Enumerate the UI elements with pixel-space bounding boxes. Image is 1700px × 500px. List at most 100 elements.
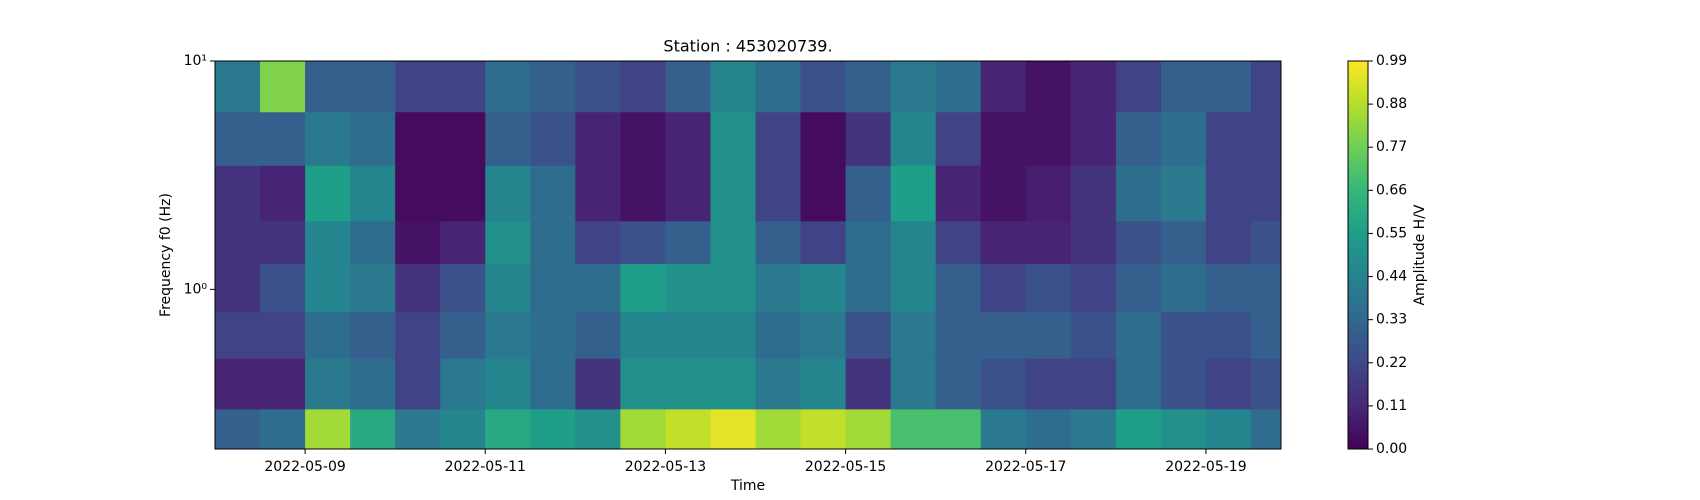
heatmap-cell xyxy=(935,408,982,449)
heatmap-cell xyxy=(755,263,802,313)
heatmap-cell xyxy=(845,220,892,264)
heatmap-cell xyxy=(935,61,982,113)
heatmap-cell xyxy=(890,165,937,222)
heatmap-cell xyxy=(935,311,982,359)
heatmap-cell xyxy=(800,358,847,410)
heatmap-cell xyxy=(935,358,982,410)
heatmap-cell xyxy=(485,220,531,264)
y-tick-label: 10¹ xyxy=(184,53,207,69)
heatmap-cell xyxy=(980,358,1027,410)
heatmap-cell xyxy=(1070,61,1117,113)
heatmap-cell xyxy=(350,311,396,359)
colorbar-tick-label: 0.66 xyxy=(1376,182,1407,198)
heatmap-cell xyxy=(1070,165,1117,222)
heatmap-cell xyxy=(710,220,757,264)
heatmap-cell xyxy=(980,263,1027,313)
heatmap-cell xyxy=(1160,263,1207,313)
heatmap-cell xyxy=(1115,165,1162,222)
heatmap xyxy=(215,61,1281,449)
y-tick-label: 10⁰ xyxy=(184,281,208,297)
heatmap-cell xyxy=(260,61,306,113)
x-tick-label: 2022-05-13 xyxy=(625,459,706,475)
heatmap-cell xyxy=(1070,358,1117,410)
heatmap-cell xyxy=(1115,311,1162,359)
heatmap-cell xyxy=(845,263,892,313)
heatmap-cell xyxy=(1025,358,1072,410)
heatmap-cell xyxy=(305,311,351,359)
colorbar-tick-label: 0.22 xyxy=(1376,355,1407,371)
colorbar-tick-label: 0.99 xyxy=(1376,53,1407,69)
heatmap-cell xyxy=(710,263,757,313)
heatmap-cell xyxy=(665,358,712,410)
heatmap-cell xyxy=(395,358,441,410)
heatmap-cell xyxy=(890,220,937,264)
heatmap-cell xyxy=(575,165,621,222)
heatmap-cell xyxy=(395,220,441,264)
heatmap-cell xyxy=(305,358,351,410)
heatmap-cell xyxy=(710,408,757,449)
y-axis-label: Frequency f0 (Hz) xyxy=(158,193,174,317)
heatmap-cell xyxy=(485,111,531,166)
heatmap-cell xyxy=(620,61,667,113)
heatmap-cell xyxy=(350,263,396,313)
colorbar-tick-label: 0.77 xyxy=(1376,139,1407,155)
heatmap-cell xyxy=(260,165,306,222)
heatmap-cell xyxy=(890,311,937,359)
heatmap-cell xyxy=(215,220,261,264)
heatmap-cell xyxy=(1205,165,1252,222)
heatmap-cell xyxy=(755,311,802,359)
heatmap-cell xyxy=(1115,408,1162,449)
heatmap-cell xyxy=(1160,358,1207,410)
heatmap-cell xyxy=(350,111,396,166)
heatmap-cell xyxy=(215,311,261,359)
heatmap-cell xyxy=(440,165,486,222)
heatmap-cell xyxy=(440,220,486,264)
heatmap-cell xyxy=(440,111,486,166)
heatmap-cell xyxy=(260,358,306,410)
heatmap-cell xyxy=(1025,61,1072,113)
x-axis-label: Time xyxy=(730,478,765,494)
heatmap-cell xyxy=(305,111,351,166)
heatmap-cell xyxy=(305,263,351,313)
colorbar-tick-label: 0.88 xyxy=(1376,96,1407,112)
heatmap-cell xyxy=(1070,111,1117,166)
heatmap-cell xyxy=(395,61,441,113)
heatmap-cell xyxy=(260,220,306,264)
heatmap-cell xyxy=(800,311,847,359)
heatmap-cell xyxy=(305,61,351,113)
heatmap-cell xyxy=(530,358,576,410)
heatmap-cell xyxy=(890,61,937,113)
heatmap-cell xyxy=(710,165,757,222)
heatmap-cell xyxy=(620,220,667,264)
x-tick-label: 2022-05-09 xyxy=(264,459,345,475)
heatmap-cell xyxy=(485,311,531,359)
heatmap-cell xyxy=(1250,61,1281,113)
heatmap-cell xyxy=(755,358,802,410)
heatmap-cell xyxy=(800,61,847,113)
heatmap-cell xyxy=(1250,165,1281,222)
heatmap-cell xyxy=(1160,61,1207,113)
heatmap-cell xyxy=(665,111,712,166)
heatmap-cell xyxy=(440,408,486,449)
heatmap-cell xyxy=(665,165,712,222)
heatmap-cell xyxy=(755,408,802,449)
heatmap-cell xyxy=(1115,111,1162,166)
heatmap-cell xyxy=(1250,111,1281,166)
heatmap-cell xyxy=(350,61,396,113)
heatmap-cell xyxy=(620,111,667,166)
heatmap-cell xyxy=(530,311,576,359)
heatmap-cell xyxy=(845,61,892,113)
heatmap-cell xyxy=(980,111,1027,166)
heatmap-cell xyxy=(1025,111,1072,166)
heatmap-cell xyxy=(575,61,621,113)
colorbar-tick-label: 0.00 xyxy=(1376,441,1407,457)
heatmap-cell xyxy=(1250,220,1281,264)
heatmap-cell xyxy=(1250,311,1281,359)
heatmap-cell xyxy=(665,220,712,264)
heatmap-cell xyxy=(665,408,712,449)
heatmap-cell xyxy=(440,61,486,113)
heatmap-cell xyxy=(845,358,892,410)
heatmap-cell xyxy=(710,61,757,113)
heatmap-cell xyxy=(980,165,1027,222)
heatmap-cell xyxy=(1025,311,1072,359)
